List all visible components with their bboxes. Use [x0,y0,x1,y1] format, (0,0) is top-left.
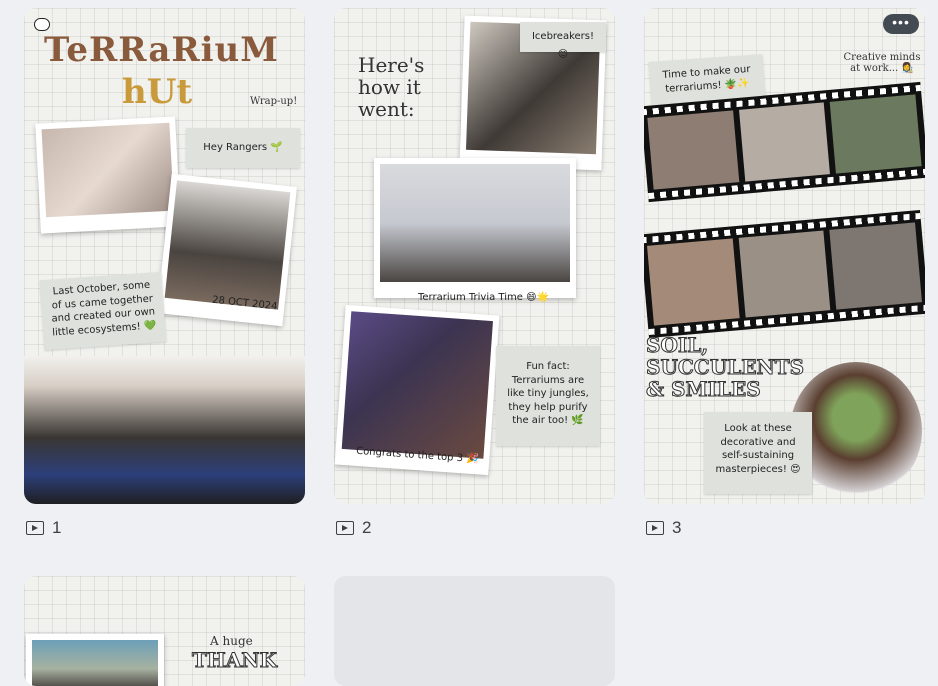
film-strip-bottom [644,209,925,339]
story-note: Last October, some of us came together a… [39,271,167,351]
comment-icon[interactable] [34,18,50,31]
page-thumbnail-5[interactable] [334,576,615,686]
wrap-up-label: Wrap-up! [250,96,298,107]
play-icon [646,521,664,535]
photo-terrarium-jars [35,116,181,234]
page-number: 3 [672,518,682,537]
look-note: Look at these decorative and self-sustai… [704,412,812,494]
hey-rangers-note: Hey Rangers 🌱 [186,128,300,168]
page-label-3: 3 [646,518,681,538]
page-thumbnail-2[interactable]: Here's how it went: Icebreakers! 😊 Terra… [334,8,615,504]
photo-group-large [24,356,305,504]
play-icon [26,521,44,535]
page-label-2: 2 [336,518,371,538]
title-line2: hUt [122,72,193,112]
page-number: 1 [52,518,62,537]
soil-succulents-title: SOIL, SUCCULENTS & SMILES [646,333,805,401]
creative-minds-label: Creative minds at work... 👩‍🎨 [843,52,921,74]
more-icon[interactable]: ••• [883,14,919,34]
fun-fact-note: Fun fact: Terrariums are like tiny jungl… [496,346,600,446]
page-label-1: 1 [26,518,61,538]
page-number: 2 [362,518,372,537]
title-line1: TeRRaRiuM [44,30,279,70]
play-icon [336,521,354,535]
huge-label: A huge [210,634,253,648]
page-thumbnail-1[interactable]: TeRRaRiuM hUt Wrap-up! Hey Rangers 🌱 28 … [24,8,305,504]
photo-thank-you [26,634,164,686]
thank-label: THANK [192,648,278,673]
trivia-caption: Terrarium Trivia Time 😄🌟 [418,292,549,303]
icebreakers-note: Icebreakers! 😊 [520,22,606,60]
terrarium-image [790,362,922,500]
page-thumbnail-3[interactable]: ••• Time to make our terrariums! 🪴✨ Crea… [644,8,925,504]
photo-trivia [374,158,576,298]
heres-how-title: Here's how it went: [358,53,425,121]
